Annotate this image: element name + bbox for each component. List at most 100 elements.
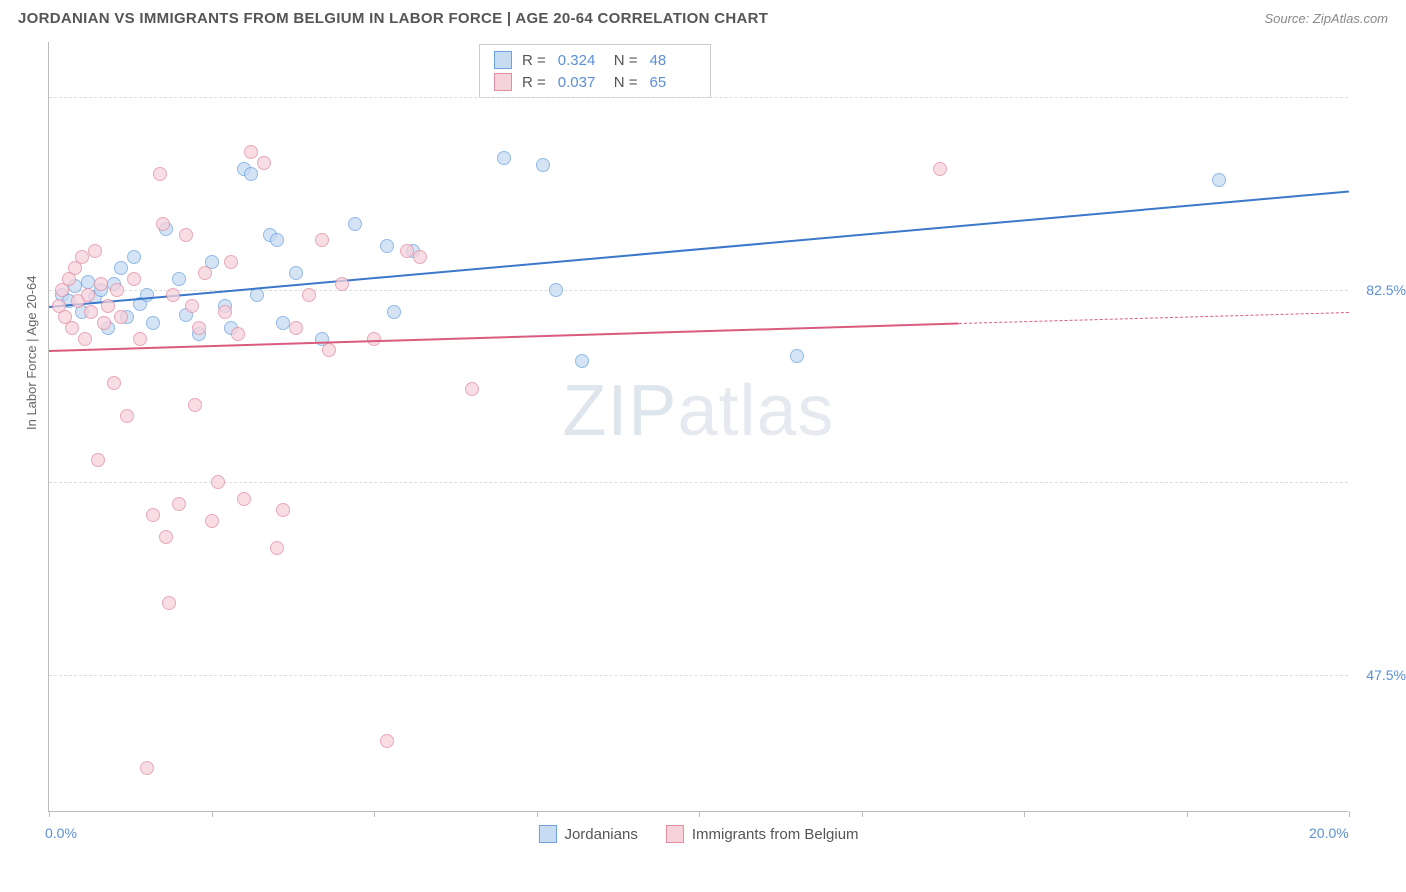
y-axis-title: In Labor Force | Age 20-64 <box>24 276 39 430</box>
chart-title: JORDANIAN VS IMMIGRANTS FROM BELGIUM IN … <box>18 10 768 27</box>
data-point <box>276 316 290 330</box>
legend-item: Jordanians <box>538 825 637 843</box>
data-point <box>91 453 105 467</box>
data-point <box>81 288 95 302</box>
x-tick <box>1024 811 1025 817</box>
bottom-legend: Jordanians Immigrants from Belgium <box>538 825 858 843</box>
source-label: Source: ZipAtlas.com <box>1264 11 1388 26</box>
data-point <box>380 239 394 253</box>
y-tick-label: 82.5% <box>1366 282 1406 298</box>
data-point <box>497 151 511 165</box>
data-point <box>205 514 219 528</box>
data-point <box>114 310 128 324</box>
data-point <box>348 217 362 231</box>
data-point <box>790 349 804 363</box>
data-point <box>110 283 124 297</box>
x-tick <box>1187 811 1188 817</box>
x-tick <box>1349 811 1350 817</box>
data-point <box>465 382 479 396</box>
data-point <box>156 217 170 231</box>
data-point <box>140 288 154 302</box>
gridline <box>49 97 1348 98</box>
data-point <box>185 299 199 313</box>
scatter-chart: ZIPatlas R =0.324N =48R =0.037N =65 Jord… <box>48 42 1348 812</box>
data-point <box>289 266 303 280</box>
x-tick <box>862 811 863 817</box>
data-point <box>127 272 141 286</box>
data-point <box>231 327 245 341</box>
data-point <box>575 354 589 368</box>
data-point <box>387 305 401 319</box>
legend-swatch <box>666 825 684 843</box>
data-point <box>549 283 563 297</box>
data-point <box>84 305 98 319</box>
data-point <box>400 244 414 258</box>
data-point <box>211 475 225 489</box>
data-point <box>244 145 258 159</box>
x-tick <box>374 811 375 817</box>
data-point <box>335 277 349 291</box>
data-point <box>78 332 92 346</box>
data-point <box>172 272 186 286</box>
data-point <box>162 596 176 610</box>
data-point <box>218 305 232 319</box>
y-tick-label: 47.5% <box>1366 667 1406 683</box>
data-point <box>198 266 212 280</box>
data-point <box>188 398 202 412</box>
legend-swatch <box>538 825 556 843</box>
legend-swatch <box>494 73 512 91</box>
data-point <box>140 761 154 775</box>
data-point <box>88 244 102 258</box>
data-point <box>244 167 258 181</box>
x-tick-label: 0.0% <box>45 825 77 841</box>
stats-row: R =0.037N =65 <box>494 71 696 93</box>
data-point <box>315 233 329 247</box>
x-tick <box>212 811 213 817</box>
watermark: ZIPatlas <box>562 370 834 452</box>
data-point <box>146 316 160 330</box>
data-point <box>133 332 147 346</box>
data-point <box>237 492 251 506</box>
data-point <box>1212 173 1226 187</box>
data-point <box>107 376 121 390</box>
gridline <box>49 482 1348 483</box>
data-point <box>101 299 115 313</box>
data-point <box>250 288 264 302</box>
data-point <box>289 321 303 335</box>
data-point <box>94 277 108 291</box>
data-point <box>270 233 284 247</box>
data-point <box>114 261 128 275</box>
data-point <box>933 162 947 176</box>
data-point <box>159 530 173 544</box>
legend-item: Immigrants from Belgium <box>666 825 859 843</box>
legend-swatch <box>494 51 512 69</box>
trendline <box>49 323 959 352</box>
x-tick <box>699 811 700 817</box>
data-point <box>65 321 79 335</box>
data-point <box>413 250 427 264</box>
data-point <box>322 343 336 357</box>
data-point <box>270 541 284 555</box>
data-point <box>166 288 180 302</box>
data-point <box>192 321 206 335</box>
data-point <box>146 508 160 522</box>
data-point <box>276 503 290 517</box>
data-point <box>367 332 381 346</box>
data-point <box>380 734 394 748</box>
x-tick-label: 20.0% <box>1309 825 1349 841</box>
stats-legend: R =0.324N =48R =0.037N =65 <box>479 44 711 98</box>
data-point <box>127 250 141 264</box>
data-point <box>97 316 111 330</box>
data-point <box>120 409 134 423</box>
data-point <box>179 228 193 242</box>
x-tick <box>49 811 50 817</box>
stats-row: R =0.324N =48 <box>494 49 696 71</box>
data-point <box>224 255 238 269</box>
data-point <box>257 156 271 170</box>
gridline <box>49 675 1348 676</box>
data-point <box>81 275 95 289</box>
data-point <box>153 167 167 181</box>
trendline <box>959 312 1349 324</box>
data-point <box>302 288 316 302</box>
x-tick <box>537 811 538 817</box>
